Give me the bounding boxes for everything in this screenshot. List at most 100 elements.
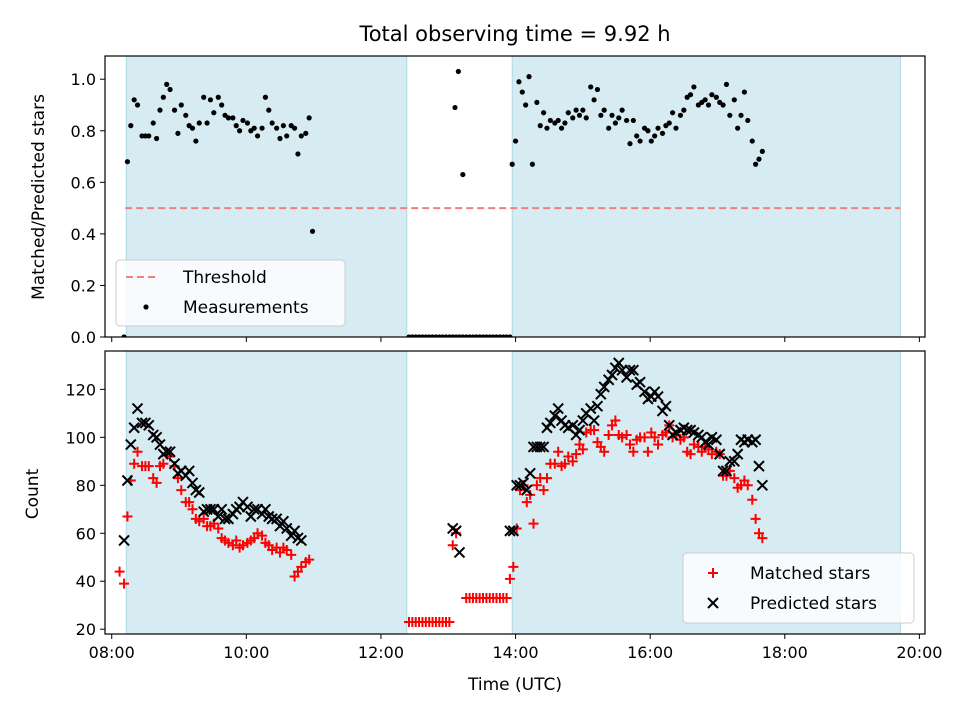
measurement-point — [727, 112, 733, 118]
top-y-tick-label: 0.8 — [71, 122, 96, 141]
predicted-star-point — [756, 479, 769, 492]
measurement-point — [713, 94, 719, 100]
matched-star-point — [577, 444, 588, 455]
measurement-point — [298, 133, 304, 139]
predicted-star-point — [595, 388, 607, 400]
matched-star-point — [158, 458, 169, 469]
measurement-point — [749, 138, 755, 144]
bottom-axes-frame — [104, 350, 926, 635]
predicted-star-point — [450, 525, 462, 537]
matched-star-point — [541, 473, 552, 484]
predicted-star-point — [567, 419, 579, 432]
legend-matched-label: Matched stars — [750, 564, 870, 584]
predicted-star-point — [164, 446, 176, 458]
measurement-point — [624, 117, 630, 124]
measurement-point — [196, 120, 202, 126]
matched-star-point — [143, 461, 154, 472]
predicted-star-point — [193, 486, 205, 499]
predicted-star-point — [731, 448, 744, 460]
chart-title: Total observing time = 9.92 h — [358, 22, 670, 46]
measurement-point — [609, 112, 615, 118]
measurement-point — [121, 334, 127, 337]
predicted-star-point — [270, 513, 283, 525]
matched-star-point — [742, 480, 753, 491]
predicted-star-point — [295, 534, 308, 547]
measurement-point — [588, 84, 594, 90]
predicted-star-point — [277, 515, 290, 527]
predicted-star-point — [577, 414, 589, 427]
predicted-star-point — [598, 381, 610, 393]
matched-star-point — [639, 432, 650, 443]
measurement-point — [306, 115, 312, 121]
measurement-point — [537, 123, 543, 129]
predicted-star-point — [507, 525, 520, 537]
predicted-star-point — [183, 465, 195, 477]
top-y-tick-label: 1.0 — [71, 70, 96, 89]
measurement-point — [160, 94, 166, 100]
predicted-star-point — [602, 374, 615, 386]
bottom-y-tick-label: 80 — [76, 476, 96, 495]
x-tick-label: 12:00 — [358, 643, 404, 662]
predicted-star-point — [544, 417, 557, 429]
measurement-point — [204, 120, 210, 126]
measurement-point — [455, 68, 461, 75]
measurement-point — [648, 138, 654, 144]
matched-star-point — [213, 523, 224, 534]
x-tick-label: 16:00 — [627, 643, 673, 662]
predicted-star-point — [534, 441, 546, 453]
matched-star-point — [757, 533, 768, 544]
measurement-point — [284, 133, 290, 139]
predicted-star-point — [702, 438, 715, 451]
measurement-point — [741, 89, 747, 95]
measurement-point — [687, 92, 694, 98]
measurement-point — [616, 115, 622, 121]
predicted-star-point — [606, 369, 618, 381]
matched-star-point — [750, 513, 761, 524]
measurement-point — [731, 97, 737, 103]
matched-star-point — [521, 497, 532, 508]
measurement-point — [753, 161, 759, 167]
matched-star-point — [599, 446, 610, 457]
measurement-point — [295, 151, 301, 157]
predicted-star-point — [652, 390, 664, 403]
measurement-point — [146, 133, 152, 139]
predicted-star-point — [648, 386, 661, 398]
matched-star-point — [549, 458, 560, 469]
measurement-point — [154, 135, 160, 142]
measurement-point — [175, 130, 181, 136]
measurement-point — [303, 130, 309, 136]
legend-matched-swatch — [708, 568, 718, 578]
matched-star-point — [528, 518, 539, 529]
matched-star-point — [187, 504, 198, 515]
matched-star-point — [447, 540, 458, 551]
matched-star-point — [624, 439, 635, 450]
top-y-tick-label: 0.6 — [71, 173, 96, 192]
matched-star-point — [553, 446, 564, 457]
measurement-point — [251, 125, 257, 131]
measurement-point — [606, 125, 612, 131]
matched-star-point — [531, 480, 542, 491]
measurement-point — [280, 123, 286, 129]
matched-star-point — [610, 415, 621, 426]
matched-star-point — [628, 446, 639, 457]
legend-box — [115, 259, 346, 327]
measurement-point — [233, 123, 239, 129]
measurement-point — [157, 107, 163, 113]
top-shaded-span — [511, 55, 901, 338]
measurement-point — [735, 125, 741, 131]
predicted-star-point — [219, 513, 231, 525]
measurement-point — [673, 125, 679, 131]
matched-star-point — [729, 473, 740, 484]
measurement-point — [519, 89, 525, 95]
matched-star-point — [504, 573, 515, 584]
predicted-star-point — [186, 477, 199, 489]
matched-star-point — [642, 446, 653, 457]
predicted-star-point — [720, 465, 733, 477]
matched-star-point — [122, 511, 133, 522]
measurement-point — [189, 125, 196, 131]
predicted-star-point — [215, 503, 228, 515]
matched-star-point — [176, 485, 187, 496]
measurement-point — [452, 104, 458, 111]
measurement-point — [670, 110, 676, 116]
x-tick-label: 18:00 — [762, 643, 808, 662]
